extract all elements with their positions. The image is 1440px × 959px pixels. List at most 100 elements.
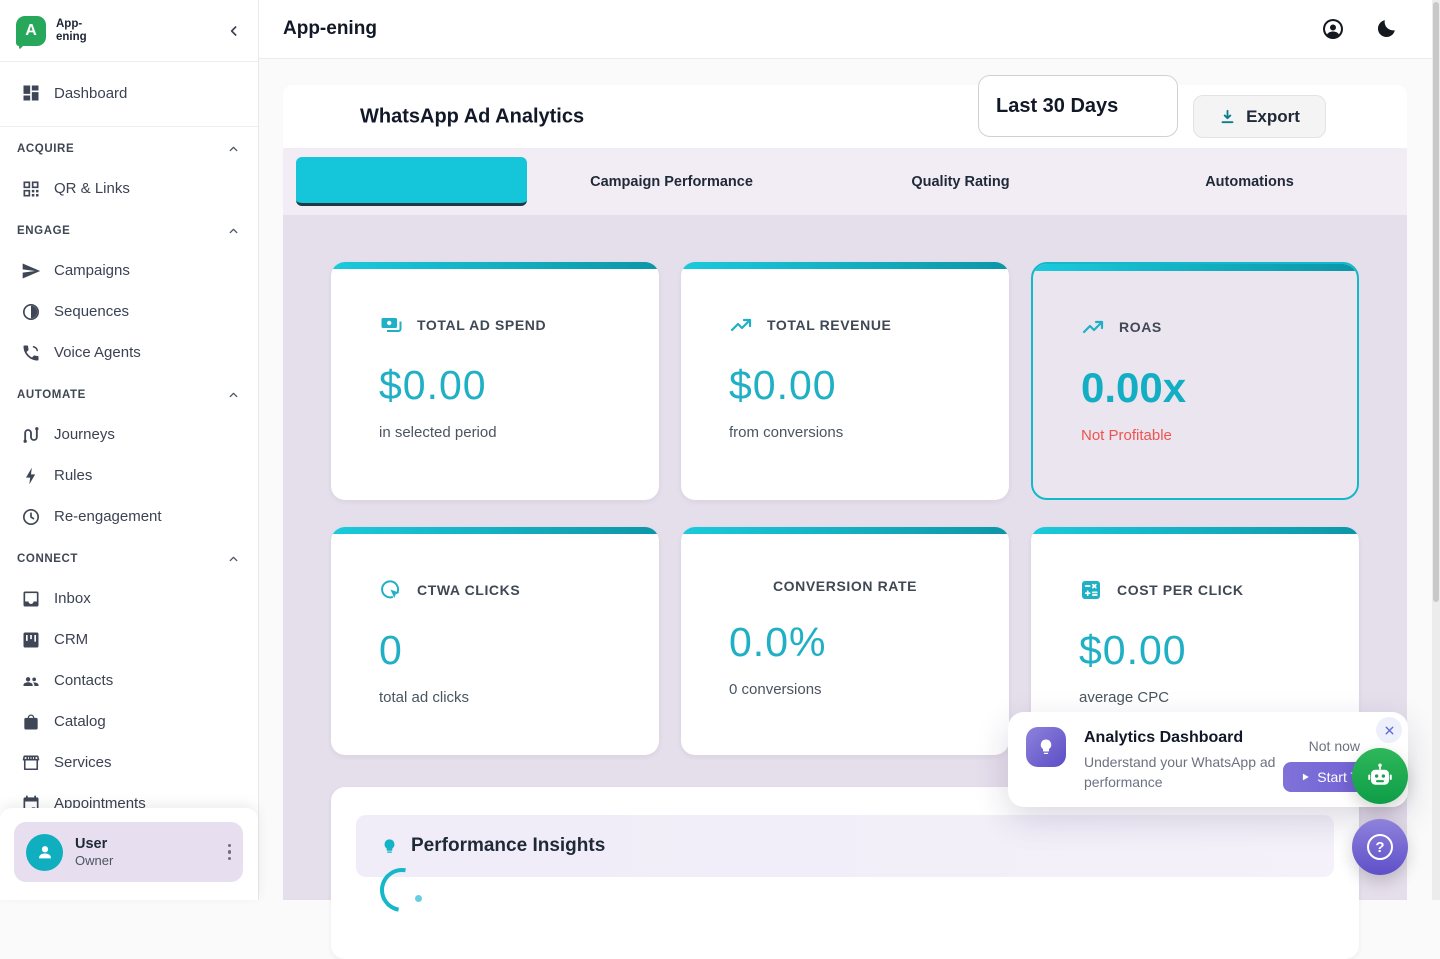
section-acquire[interactable]: ACQUIRE: [0, 138, 258, 160]
stat-value: $0.00: [1079, 627, 1187, 673]
sidebar-item-rules[interactable]: Rules: [0, 455, 258, 496]
stat-caption: in selected period: [379, 424, 497, 441]
sidebar-item-label: Inbox: [54, 590, 91, 607]
stat-value: $0.00: [379, 362, 487, 408]
tab-quality-rating[interactable]: Quality Rating: [911, 173, 1010, 190]
sidebar-item-qr-links[interactable]: QR & Links: [0, 168, 258, 209]
sidebar-item-catalog[interactable]: Catalog: [0, 701, 258, 742]
close-icon[interactable]: [1376, 717, 1402, 743]
stat-caption: total ad clicks: [379, 689, 470, 706]
insights-title: Performance Insights: [411, 835, 606, 856]
stat-label: COST PER CLICK: [1117, 582, 1244, 598]
stat-label: ROAS: [1119, 319, 1162, 335]
user-menu-kebab-icon[interactable]: [227, 843, 231, 861]
chatbot-fab[interactable]: [1352, 748, 1408, 804]
sidebar-item-label: Catalog: [54, 713, 106, 730]
popup-title: Analytics Dashboard: [1084, 729, 1244, 746]
lightbulb-icon: [381, 838, 398, 855]
date-range-select[interactable]: Last 30 Days: [978, 75, 1178, 137]
scrollbar-thumb[interactable]: [1433, 2, 1439, 602]
brand-logo-letter: A: [25, 21, 37, 39]
dashboard-icon: [21, 83, 41, 103]
not-now-button[interactable]: Not now: [1308, 738, 1360, 754]
stat-card-total-ad-spend: TOTAL AD SPEND $0.00 in selected period: [331, 262, 659, 500]
sidebar-item-label: Re-engagement: [54, 508, 162, 525]
sidebar-item-label: Campaigns: [54, 262, 130, 279]
brand-logo: A: [16, 15, 46, 50]
section-connect[interactable]: CONNECT: [0, 548, 258, 570]
sidebar-footer: User Owner: [0, 808, 258, 900]
stat-label: CTWA CLICKS: [417, 582, 521, 598]
chevron-up-icon: [227, 143, 240, 156]
qr-code-icon: [21, 179, 41, 199]
lightbulb-badge-icon: [1026, 727, 1066, 767]
tab-bar: Campaign Performance Quality Rating Auto…: [283, 148, 1407, 215]
section-engage[interactable]: ENGAGE: [0, 220, 258, 242]
sidebar-item-label: Contacts: [54, 672, 114, 689]
sidebar-item-label: Appointments: [54, 795, 146, 812]
topbar: App-ening: [259, 0, 1432, 59]
user-avatar: [26, 833, 63, 871]
sidebar-item-campaigns[interactable]: Campaigns: [0, 250, 258, 291]
stat-value: $0.00: [729, 362, 837, 408]
ad-click-icon: [379, 578, 403, 602]
stat-value: 0.00x: [1081, 364, 1187, 411]
stat-label: TOTAL AD SPEND: [417, 317, 547, 333]
stat-card-conversion-rate: CONVERSION RATE 0.0% 0 conversions: [681, 527, 1009, 755]
sidebar-collapse-icon[interactable]: [226, 23, 242, 39]
sidebar-item-voice-agents[interactable]: Voice Agents: [0, 332, 258, 373]
user-card[interactable]: User Owner: [14, 822, 243, 882]
sidebar-item-contacts[interactable]: Contacts: [0, 660, 258, 701]
sidebar-item-dashboard[interactable]: Dashboard: [0, 76, 258, 110]
stat-label: TOTAL REVENUE: [767, 317, 892, 333]
tab-campaign-performance[interactable]: Campaign Performance: [590, 173, 753, 190]
export-button[interactable]: Export: [1193, 95, 1326, 138]
stat-caption: average CPC: [1079, 689, 1170, 706]
sidebar-item-re-engagement[interactable]: Re-engagement: [0, 496, 258, 537]
sidebar-item-services[interactable]: Services: [0, 742, 258, 783]
stat-card-roas: ROAS 0.00x Not Profitable: [1031, 262, 1359, 500]
popup-body: Understand your WhatsApp ad performance: [1084, 754, 1276, 790]
calendar-icon: [21, 794, 41, 814]
sidebar-item-crm[interactable]: CRM: [0, 619, 258, 660]
download-icon: [1219, 108, 1236, 125]
dark-mode-moon-icon[interactable]: [1374, 17, 1398, 41]
brand-name: App- ening: [56, 17, 87, 43]
bolt-icon: [21, 466, 41, 486]
sidebar-logo-row: A App- ening: [0, 0, 258, 62]
sidebar-item-label: Rules: [54, 467, 93, 484]
storefront-icon: [21, 753, 41, 773]
question-mark-icon: ?: [1367, 834, 1393, 860]
sidebar-item-appointments[interactable]: Appointments: [0, 783, 258, 824]
insights-header: Performance Insights: [356, 815, 1334, 877]
account-icon[interactable]: [1321, 17, 1345, 41]
section-automate[interactable]: AUTOMATE: [0, 384, 258, 406]
sidebar-item-inbox[interactable]: Inbox: [0, 578, 258, 619]
sidebar-item-journeys[interactable]: Journeys: [0, 414, 258, 455]
people-icon: [21, 671, 41, 691]
sidebar-item-label: Voice Agents: [54, 344, 141, 361]
sidebar-item-sequences[interactable]: Sequences: [0, 291, 258, 332]
sidebar-nav: Dashboard ACQUIRE QR & Links ENGAGE: [0, 62, 258, 824]
play-icon: [1300, 772, 1310, 782]
clock-icon: [21, 507, 41, 527]
performance-insights-card: Performance Insights: [331, 787, 1359, 959]
send-icon: [21, 261, 41, 281]
sidebar-item-label: Dashboard: [54, 84, 128, 102]
robot-icon: [1365, 761, 1395, 791]
chevron-up-icon: [227, 553, 240, 566]
stat-caption: from conversions: [729, 424, 844, 441]
tab-automations[interactable]: Automations: [1205, 173, 1294, 190]
trend-up-icon: [729, 313, 753, 337]
chevron-up-icon: [227, 389, 240, 402]
app-title: App-ening: [283, 18, 377, 39]
tab-overview-selected[interactable]: [296, 157, 527, 206]
help-fab[interactable]: ?: [1352, 819, 1408, 875]
panel-header: WhatsApp Ad Analytics Last 30 Days Expor…: [283, 75, 1407, 148]
sidebar-item-label: Sequences: [54, 303, 130, 320]
analytics-tour-popup: Analytics Dashboard Understand your What…: [1008, 712, 1408, 807]
divider: [0, 126, 258, 127]
loading-spinner-dot: [415, 895, 422, 902]
stat-card-ctwa-clicks: CTWA CLICKS 0 total ad clicks: [331, 527, 659, 755]
phone-icon: [21, 343, 41, 363]
